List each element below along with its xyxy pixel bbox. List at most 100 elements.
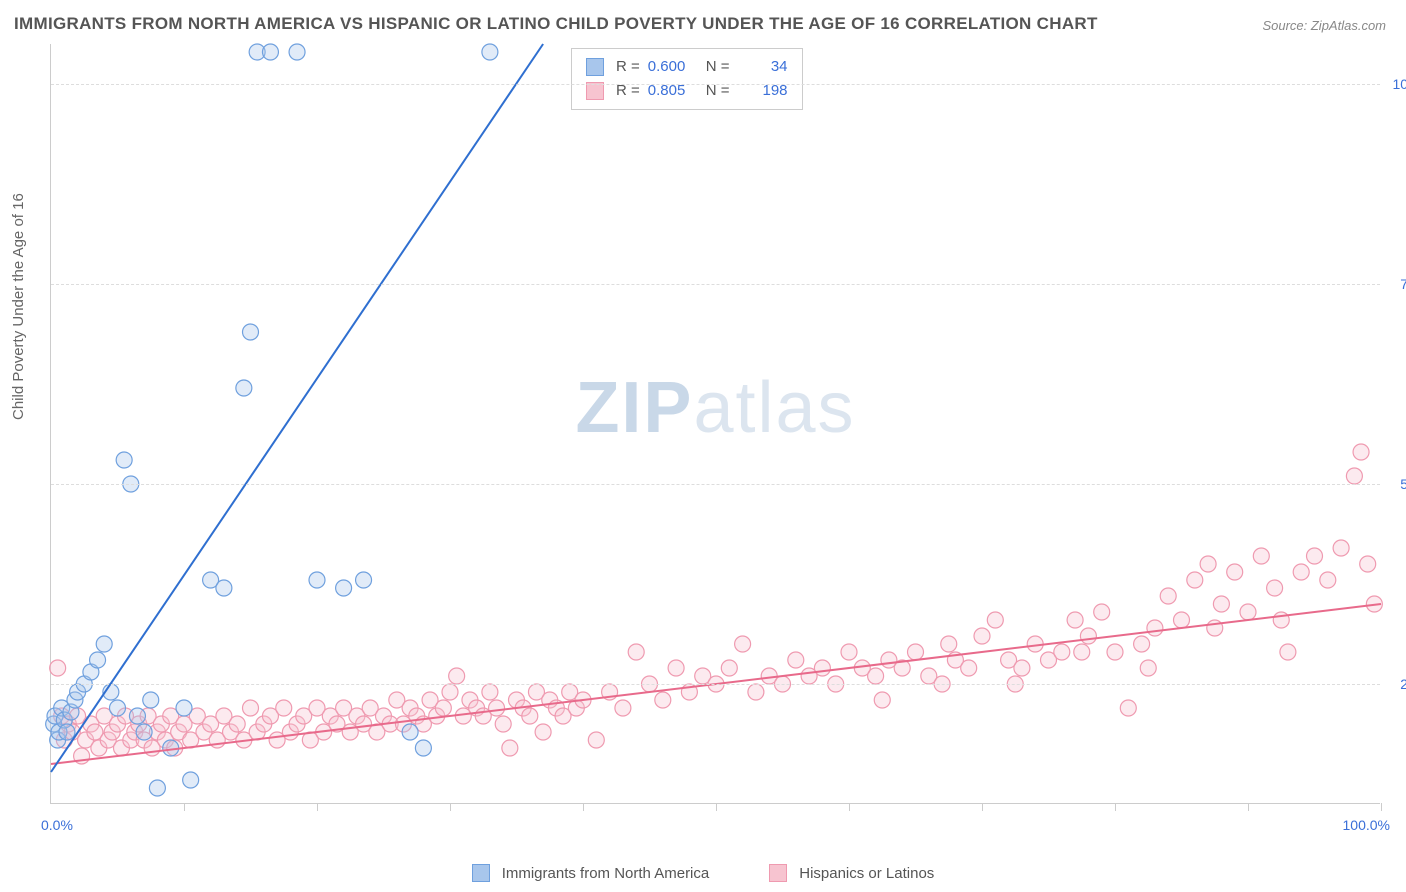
- data-point: [841, 644, 857, 660]
- data-point: [90, 652, 106, 668]
- data-point: [110, 700, 126, 716]
- data-point: [1200, 556, 1216, 572]
- data-point: [908, 644, 924, 660]
- data-point: [236, 380, 252, 396]
- gridline-h: [51, 684, 1380, 685]
- data-point: [495, 716, 511, 732]
- legend-item-series-b: Hispanics or Latinos: [769, 864, 934, 882]
- data-point: [874, 692, 890, 708]
- data-point: [1174, 612, 1190, 628]
- data-point: [262, 44, 278, 60]
- gridline-h: [51, 284, 1380, 285]
- data-point: [961, 660, 977, 676]
- x-tick: [1248, 803, 1249, 811]
- data-point: [489, 700, 505, 716]
- data-point: [402, 724, 418, 740]
- data-point: [276, 700, 292, 716]
- data-point: [1333, 540, 1349, 556]
- source-attribution: Source: ZipAtlas.com: [1262, 18, 1386, 33]
- data-point: [941, 636, 957, 652]
- data-point: [442, 684, 458, 700]
- data-point: [1227, 564, 1243, 580]
- data-point: [1346, 468, 1362, 484]
- data-point: [136, 724, 152, 740]
- data-point: [50, 660, 66, 676]
- data-point: [216, 580, 232, 596]
- x-tick: [450, 803, 451, 811]
- data-point: [1360, 556, 1376, 572]
- data-point: [1074, 644, 1090, 660]
- data-point: [1147, 620, 1163, 636]
- data-point: [183, 772, 199, 788]
- data-point: [59, 724, 75, 740]
- data-point: [289, 44, 305, 60]
- data-point: [1094, 604, 1110, 620]
- data-point: [522, 708, 538, 724]
- data-point: [1253, 548, 1269, 564]
- data-point: [735, 636, 751, 652]
- x-tick: [317, 803, 318, 811]
- legend-swatch-a: [472, 864, 490, 882]
- data-point: [1353, 444, 1369, 460]
- chart-title: IMMIGRANTS FROM NORTH AMERICA VS HISPANI…: [14, 14, 1098, 34]
- data-point: [588, 732, 604, 748]
- data-point: [116, 452, 132, 468]
- x-tick: [1115, 803, 1116, 811]
- data-point: [449, 668, 465, 684]
- x-tick: [716, 803, 717, 811]
- x-tick: [583, 803, 584, 811]
- data-point: [1080, 628, 1096, 644]
- data-point: [1307, 548, 1323, 564]
- data-point: [868, 668, 884, 684]
- trend-line: [51, 44, 543, 772]
- data-point: [1134, 636, 1150, 652]
- plot-svg: [51, 44, 1380, 803]
- data-point: [655, 692, 671, 708]
- data-point: [615, 700, 631, 716]
- data-point: [143, 692, 159, 708]
- data-point: [1160, 588, 1176, 604]
- data-point: [1187, 572, 1203, 588]
- data-point: [1267, 580, 1283, 596]
- data-point: [1107, 644, 1123, 660]
- data-point: [336, 580, 352, 596]
- data-point: [788, 652, 804, 668]
- gridline-h: [51, 84, 1380, 85]
- data-point: [1054, 644, 1070, 660]
- data-point: [1280, 644, 1296, 660]
- data-point: [129, 708, 145, 724]
- y-tick-label: 75.0%: [1400, 276, 1406, 292]
- data-point: [721, 660, 737, 676]
- data-point: [435, 700, 451, 716]
- data-point: [229, 716, 245, 732]
- data-point: [1067, 612, 1083, 628]
- data-point: [243, 324, 259, 340]
- x-tick-min: 0.0%: [41, 817, 73, 833]
- data-point: [482, 684, 498, 700]
- data-point: [1213, 596, 1229, 612]
- data-point: [668, 660, 684, 676]
- data-point: [628, 644, 644, 660]
- y-tick-label: 25.0%: [1400, 676, 1406, 692]
- legend-swatch-b: [769, 864, 787, 882]
- data-point: [814, 660, 830, 676]
- x-tick: [1381, 803, 1382, 811]
- gridline-h: [51, 484, 1380, 485]
- data-point: [96, 636, 112, 652]
- plot-area: ZIPatlas R = 0.600 N = 34 R = 0.805 N = …: [50, 44, 1380, 804]
- x-tick: [982, 803, 983, 811]
- x-tick-max: 100.0%: [1343, 817, 1390, 833]
- data-point: [243, 700, 259, 716]
- data-point: [1120, 700, 1136, 716]
- y-tick-label: 100.0%: [1393, 76, 1406, 92]
- data-point: [748, 684, 764, 700]
- x-tick: [849, 803, 850, 811]
- x-tick: [184, 803, 185, 811]
- data-point: [309, 572, 325, 588]
- data-point: [176, 700, 192, 716]
- data-point: [535, 724, 551, 740]
- data-point: [1014, 660, 1030, 676]
- legend-label-b: Hispanics or Latinos: [799, 865, 934, 882]
- y-tick-label: 50.0%: [1400, 476, 1406, 492]
- bottom-legend: Immigrants from North America Hispanics …: [0, 864, 1406, 882]
